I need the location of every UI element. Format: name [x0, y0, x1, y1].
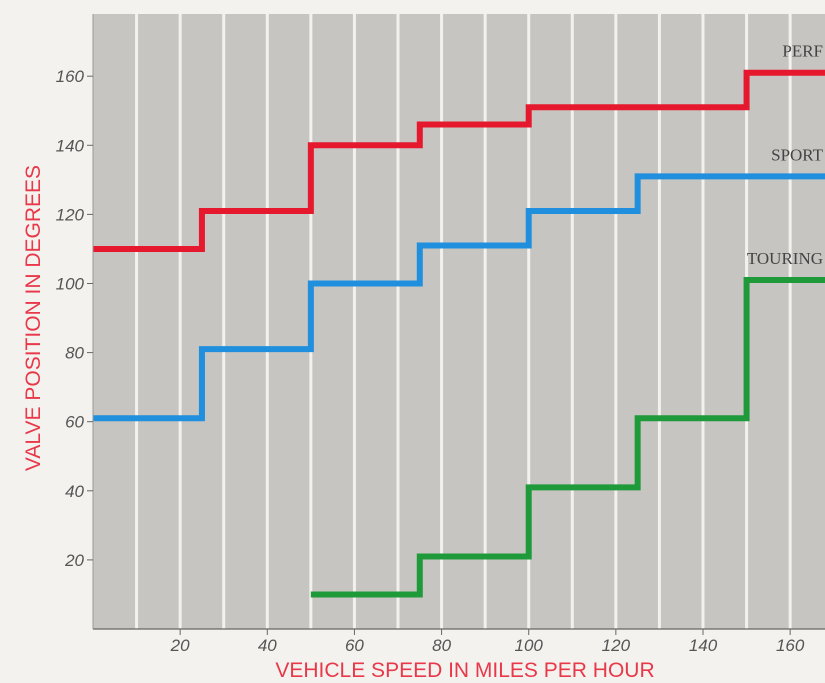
y-tick-label: 60: [65, 413, 84, 432]
y-tick-label: 120: [56, 205, 85, 224]
series-labels: PERF SPORT TOURING: [747, 42, 824, 268]
x-tick-label: 40: [258, 636, 277, 655]
series-label-touring: TOURING: [747, 249, 823, 268]
y-tick-label: 40: [65, 482, 84, 501]
y-tick-label: 20: [64, 551, 84, 570]
x-axis-title: VEHICLE SPEED IN MILES PER HOUR: [275, 659, 654, 682]
y-tick-label: 160: [56, 67, 85, 86]
x-tick-label: 100: [515, 636, 544, 655]
series-label-sport: SPORT: [771, 145, 824, 164]
x-tick-label: 120: [602, 636, 631, 655]
x-tick-label: 140: [689, 636, 718, 655]
x-tick-label: 20: [170, 636, 190, 655]
x-tick-label: 60: [345, 636, 364, 655]
series-line-perf: [93, 69, 825, 252]
y-ticks: 20 40 60 80 100 120 140 160: [56, 67, 93, 570]
y-tick-label: 140: [56, 136, 85, 155]
x-tick-label: 80: [432, 636, 451, 655]
x-ticks: 20 40 60 80 100 120 140 160: [170, 629, 805, 655]
y-axis-title: VALVE POSITION IN DEGREES: [22, 165, 45, 471]
series-lines: [93, 69, 825, 598]
series-line-sport: [93, 173, 825, 422]
y-tick-label: 100: [56, 274, 85, 293]
series-line-touring: [310, 277, 825, 598]
x-tick-label: 160: [776, 636, 805, 655]
series-label-perf: PERF: [782, 42, 823, 61]
y-tick-label: 80: [65, 344, 84, 363]
